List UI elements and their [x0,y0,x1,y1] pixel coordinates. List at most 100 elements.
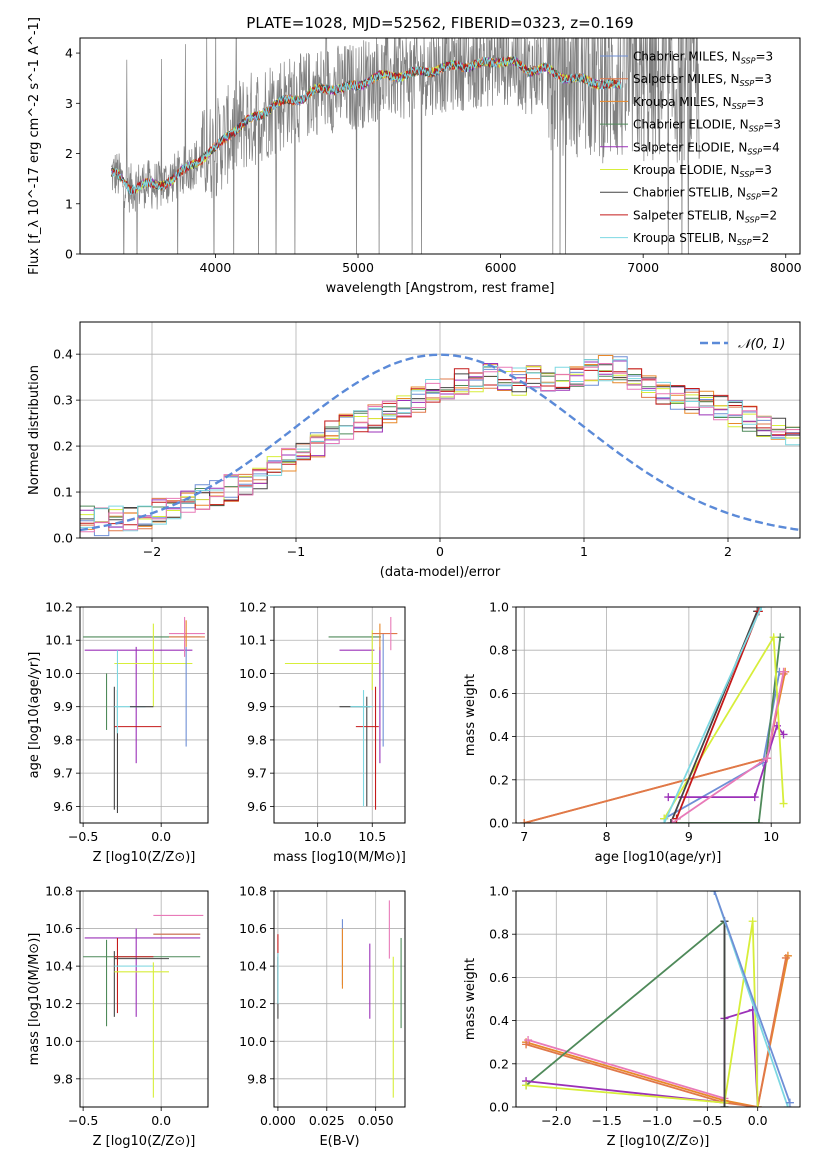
y-tick-label: 9.9 [247,699,267,714]
y-tick-label: 10.0 [239,666,267,681]
weight-line [663,634,785,820]
model-line [110,56,622,195]
x-tick-label: −1.0 [642,1113,672,1128]
y-tick-label: 0.6 [489,686,509,701]
x-tick-label: 5000 [342,260,374,275]
figure-title: PLATE=1028, MJD=52562, FIBERID=0323, z=0… [246,14,633,32]
weight-line [526,921,759,1107]
panel-residuals: −2 −1 0 1 2 0.0 0.1 0.2 0.3 0.4 (data-model)/error… [27,321,801,580]
weight-line [713,891,791,1104]
weight-line [672,637,782,823]
point-marker [750,793,759,802]
y-tick-label: 2 [65,146,73,161]
x-tick-label: 0.0 [151,1113,171,1128]
point-marker [522,1040,531,1049]
x-axis-label: Z [log10(Z/Z⊙)] [93,1134,196,1149]
weight-line [663,607,763,823]
x-tick-label: 0.0 [151,829,171,844]
x-axis-label: (data-model)/error [380,565,501,580]
y-tick-label: 10.6 [239,921,267,936]
x-tick-label: 4000 [200,260,232,275]
y-tick-label: 0.8 [489,643,509,658]
panel-mass-vs-Z: −0.5 0.0 9.8 10.0 10.2 10.4 10.6 10.8 Z [log10(Z… [27,884,209,1149]
y-tick-label: 1 [65,196,73,211]
x-tick-label: 10.5 [358,829,386,844]
point-marker [520,819,529,823]
plot-body [516,891,800,1107]
y-tick-label: 1.0 [489,884,509,899]
point-marker [666,819,675,823]
x-tick-label: 1 [580,544,588,559]
y-axis-label: mass [log10(M/M⊙)] [27,933,42,1066]
legend-entry: Kroupa ELODIE, NSSP=3 [633,163,772,179]
point-marker [763,754,772,763]
y-tick-label: 0.8 [489,927,509,942]
x-axis-label: age [log10(age/yr)] [595,850,722,865]
y-axis-label: Flux [f_λ 10^-17 erg cm^-2 s^-1 A^-1] [27,17,42,275]
y-tick-label: 9.6 [53,799,73,814]
x-axis-label: wavelength [Angstrom, rest frame] [326,281,555,296]
y-tick-label: 0.0 [489,1100,509,1115]
legend-entry: 𝒩(0, 1) [738,337,785,352]
point-marker [785,1098,794,1107]
y-tick-label: 0.0 [489,816,509,831]
y-tick-label: 0.3 [53,393,73,408]
legend: 𝒩(0, 1) [700,337,785,352]
y-tick-label: 10.4 [45,959,73,974]
histogram-step [80,356,800,537]
x-tick-label: −2.0 [541,1113,571,1128]
y-tick-label: 0.4 [489,1013,509,1028]
x-tick-label: −1 [287,544,305,559]
point-marker [748,917,757,926]
x-tick-label: 7 [520,829,528,844]
y-tick-label: 10.0 [45,666,73,681]
y-tick-label: 9.8 [247,732,267,747]
axes-frame [273,890,406,1108]
x-tick-label: −0.5 [692,1113,722,1128]
point-marker [783,1103,792,1107]
panel-mass-weight-vs-age: 7 8 9 10 0.0 0.2 0.4 0.6 0.8 1.0 age [log10(age/yr… [463,600,801,865]
plot-body [274,891,405,1107]
y-tick-label: 0.4 [489,729,509,744]
x-tick-label: 0.0 [748,1113,768,1128]
histogram-step [80,359,800,532]
legend-entry: Salpeter STELIB, NSSP=2 [633,208,777,224]
point-marker [664,793,673,802]
axes-frame [515,890,801,1108]
weight-line [523,671,787,823]
axes-frame [79,606,209,824]
x-tick-label: 10 [763,829,779,844]
x-axis-label: mass [log10(M/M⊙)] [273,850,406,865]
y-tick-label: 10.8 [239,884,267,899]
y-tick-label: 9.7 [53,766,73,781]
y-axis-label: mass weight [463,958,478,1040]
histogram-step [80,363,800,533]
point-marker [522,1081,531,1090]
x-tick-label: −0.5 [68,829,98,844]
x-tick-label: 8000 [770,260,802,275]
y-tick-label: 10.8 [45,884,73,899]
point-marker [779,799,788,808]
y-tick-label: 10.2 [45,600,73,615]
y-tick-label: 0 [65,247,73,262]
weight-line [675,610,760,820]
axes-frame [515,606,801,824]
axes-frame [79,37,801,255]
gaussian-curve [80,353,800,532]
point-marker [779,730,788,739]
axes-frame [79,890,209,1108]
plot-body [274,607,405,823]
weight-line [523,673,785,823]
weight-line [525,919,726,1107]
y-tick-label: 10.0 [239,1034,267,1049]
y-tick-label: 10.2 [45,996,73,1011]
legend-entry: Salpeter MILES, NSSP=3 [633,72,772,88]
point-marker [660,819,669,823]
x-tick-label: 9 [685,829,693,844]
y-tick-label: 9.7 [247,766,267,781]
y-tick-label: 9.8 [53,1071,73,1086]
y-tick-label: 0.2 [53,439,73,454]
x-tick-label: 6000 [485,260,517,275]
legend: Chabrier MILES, NSSP=3 Salpeter MILES, NS… [600,50,781,247]
